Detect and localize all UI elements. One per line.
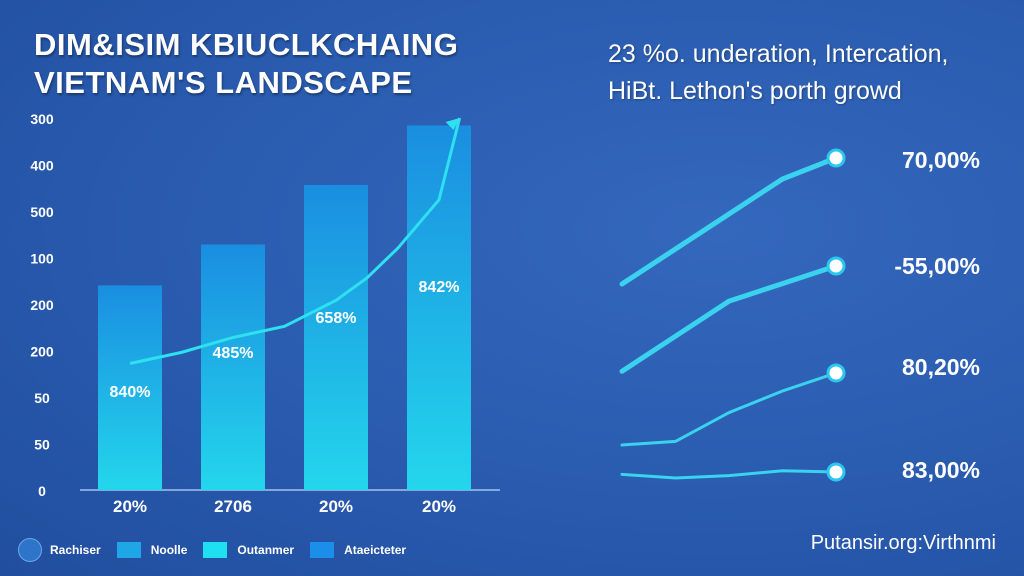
- bar-data-label: 485%: [213, 345, 254, 362]
- y-tick-label: 0: [38, 483, 46, 499]
- legend-swatch-2: [203, 542, 228, 558]
- trend-series-line: [620, 469, 838, 480]
- legend-label-2: Outanmer: [237, 543, 295, 557]
- trend-series-line: [620, 371, 838, 447]
- title-line-2: VIETNAM'S LANDSCAPE: [34, 65, 413, 100]
- y-tick-label: 200: [30, 344, 54, 360]
- series-end-label: 80,20%: [902, 354, 980, 380]
- y-tick-label: 400: [30, 158, 54, 174]
- x-tick-label: 20%: [319, 497, 353, 516]
- subtitle-line-2: HiBt. Lethon's porth growd: [608, 77, 902, 105]
- y-tick-label: 50: [34, 390, 50, 406]
- trend-series-line: [619, 155, 839, 287]
- y-tick-label: 100: [30, 251, 54, 267]
- bar: [98, 285, 162, 490]
- bar-data-label: 840%: [110, 384, 151, 401]
- legend: Rachiser Noolle Outanmer Ataeicteter: [18, 538, 406, 562]
- series-end-label: -55,00%: [894, 253, 980, 279]
- series-end-label: 70,00%: [902, 147, 980, 173]
- bar: [407, 125, 471, 490]
- y-tick-label: 500: [30, 204, 54, 220]
- trend-arrowhead-icon: [445, 118, 460, 130]
- x-tick-label: 2706: [214, 497, 252, 516]
- series-end-marker: [826, 462, 846, 482]
- series-end-marker: [826, 256, 846, 276]
- legend-swatch-1: [116, 542, 141, 558]
- series-end-marker: [826, 363, 846, 383]
- y-tick-label: 50: [34, 437, 50, 453]
- y-tick-label: 200: [30, 297, 54, 313]
- chart-subtitle: 23 %o. underation, Intercation, HiBt. Le…: [608, 36, 949, 110]
- x-tick-label: 20%: [422, 497, 456, 516]
- bar: [201, 244, 265, 490]
- legend-swatch-0: [18, 538, 42, 562]
- trend-line: [129, 117, 462, 365]
- legend-swatch-3: [310, 542, 335, 558]
- x-tick-label: 20%: [113, 497, 147, 516]
- title-line-1: DIM&ISIM KBIUCLKCHAING: [34, 27, 459, 62]
- legend-label-3: Ataeicteter: [344, 543, 407, 557]
- trend-series-line: [619, 263, 839, 374]
- chart-title: DIM&ISIM KBIUCLKCHAING VIETNAM'S LANDSCA…: [34, 26, 458, 102]
- bar: [304, 184, 368, 490]
- subtitle-line-1: 23 %o. underation, Intercation,: [608, 40, 949, 68]
- y-tick-label: 300: [30, 111, 54, 127]
- legend-label-0: Rachiser: [50, 543, 101, 557]
- legend-label-1: Noolle: [150, 543, 188, 557]
- source-credit: Putansir.org:Virthnmi: [810, 532, 996, 554]
- series-end-label: 83,00%: [902, 457, 980, 483]
- bar-data-label: 842%: [419, 279, 460, 296]
- bar-data-label: 658%: [316, 310, 357, 327]
- series-end-marker: [826, 148, 846, 168]
